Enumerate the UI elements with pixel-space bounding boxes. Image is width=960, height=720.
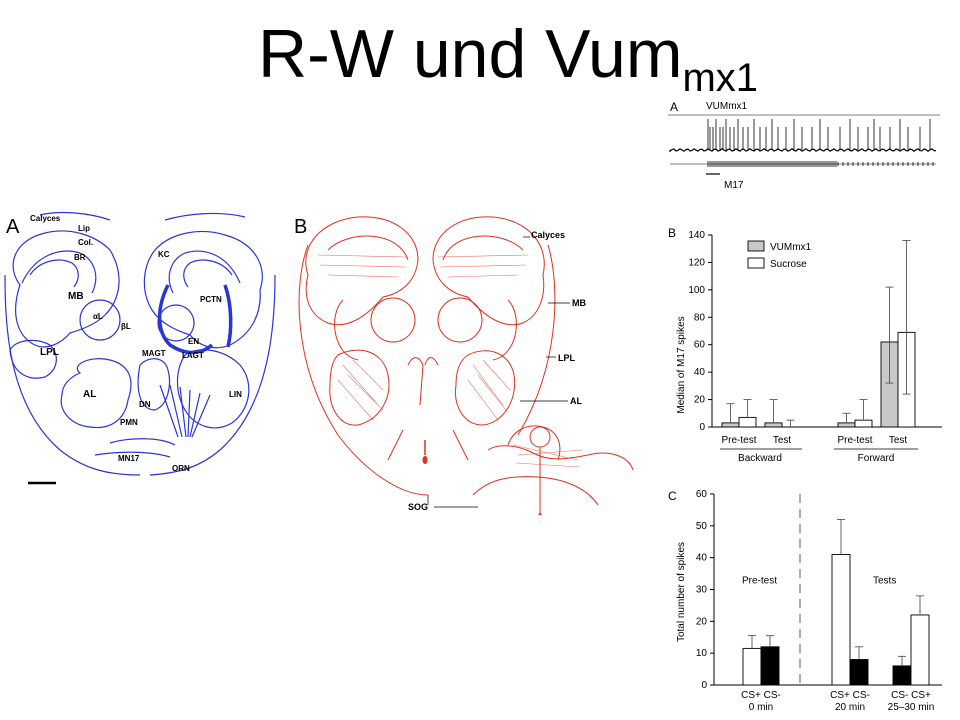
trace-neuron-label: VUMmx1 [706, 101, 748, 112]
brain-a-label-mn17: MN17 [118, 454, 140, 463]
title-main: R-W und Vum [258, 16, 683, 92]
chart-c-y-tick-label: 30 [696, 585, 708, 596]
chart-b-y-tick-label: 100 [688, 285, 705, 296]
brain-a-label-lin: LIN [229, 390, 242, 399]
chart-b-plot: 0 20 40 60 80 100 120 140 Pre-test Test Pre-test Te… [688, 230, 942, 464]
chart-b-category-label: Test [773, 435, 792, 446]
spike-trace-figure: A VUMmx1 M17 [668, 95, 940, 193]
brain-a-label-alpha-l: αL [93, 312, 103, 321]
chart-b: B Median of M17 spikes 0 20 40 60 80 100 120 14… [668, 226, 942, 464]
chart-c-group-sublabel: 25–30 min [888, 702, 935, 713]
chart-c-y-tick-label: 60 [696, 489, 708, 500]
chart-c: C Total number of spikes 0 10 20 30 40 50 60 CS… [668, 489, 942, 713]
brain-a-label-col: Col. [78, 238, 93, 247]
chart-b-legend-label: Sucrose [770, 259, 807, 270]
chart-b-legend-swatch [747, 240, 765, 252]
chart-c-ylabel: Total number of spikes [676, 542, 687, 642]
brain-a-label-kc: KC [158, 250, 170, 259]
chart-c-bar [831, 554, 851, 686]
brain-b-panel-label: B [294, 216, 307, 238]
chart-b-y-tick-label: 0 [699, 422, 705, 433]
chart-b-group-label: Forward [858, 453, 895, 464]
brain-a-label-mb: MB [68, 291, 84, 302]
brain-a-label-orn: ORN [172, 464, 190, 473]
brain-a-label-beta-l: βL [121, 322, 131, 331]
chart-b-legend-label: VUMmx1 [770, 242, 812, 253]
chart-c-y-tick-label: 0 [701, 680, 707, 691]
chart-c-bar [760, 646, 780, 686]
chart-b-category-label: Test [889, 435, 908, 446]
vummx1-trace [669, 119, 937, 167]
chart-b-y-tick-label: 40 [694, 367, 706, 378]
chart-b-ylabel: Median of M17 spikes [676, 316, 687, 413]
brain-b-label-al: AL [570, 396, 582, 406]
title-subscript: mx1 [682, 56, 759, 100]
chart-c-group-label: CS+ CS- [830, 690, 870, 701]
brain-a-label-lip: Lip [78, 224, 90, 233]
chart-b-y-tick-label: 120 [688, 257, 705, 268]
slide-title: R-W und Vummx1 [258, 14, 758, 118]
chart-b-category-label: Pre-test [721, 435, 756, 446]
chart-b-y-tick-label: 80 [694, 312, 706, 323]
brain-a-label-lagt: LAGT [182, 351, 204, 360]
chart-c-group-sublabel: 20 min [835, 702, 865, 713]
chart-c-group-sublabel: 0 min [749, 702, 773, 713]
chart-c-bar [910, 614, 930, 686]
brain-a-label-lpl: LPL [40, 347, 59, 358]
chart-b-category-label: Pre-test [837, 435, 872, 446]
chart-b-y-tick-label: 140 [688, 230, 705, 241]
chart-c-group-label: CS- CS+ [891, 690, 931, 701]
chart-b-legend-swatch [747, 257, 765, 269]
chart-b-bar [854, 419, 873, 428]
chart-b-y-tick-label: 20 [694, 395, 706, 406]
brain-b-label-lpl: LPL [558, 353, 576, 363]
chart-c-group-label: CS+ CS- [741, 690, 781, 701]
chart-b-bar [721, 422, 740, 428]
brain-b-label-sog: SOG [408, 502, 428, 512]
chart-b-y-tick-label: 60 [694, 340, 706, 351]
chart-b-bar [837, 422, 856, 428]
brain-a-label-pmn: PMN [120, 418, 138, 427]
brain-b-label-calyces: Calyces [531, 230, 565, 240]
chart-c-y-tick-label: 50 [696, 521, 708, 532]
chart-c-y-tick-label: 40 [696, 553, 708, 564]
chart-c-y-tick-label: 10 [696, 648, 708, 659]
brain-a-panel-label: A [6, 216, 20, 238]
chart-c-bar [892, 665, 912, 686]
brain-a-label-br: BR [74, 253, 86, 262]
chart-c-annotation: Tests [873, 576, 896, 587]
chart-c-bar [742, 647, 762, 686]
brain-a-label-calyces: Calyces [30, 214, 61, 223]
chart-b-bar [764, 422, 783, 428]
brain-diagram-a: Calyces Lip Col. BR KC MB PCTN αL βL LPL… [4, 211, 276, 485]
chart-b-bar [738, 416, 757, 428]
trace-baseline [669, 148, 937, 153]
chart-c-panel-label: C [668, 489, 677, 503]
brain-b-label-mb: MB [572, 298, 586, 308]
brain-a-label-dn: DN [139, 400, 151, 409]
chart-c-annotation: Pre-test [742, 576, 777, 587]
brain-a-label-pctn: PCTN [200, 295, 222, 304]
chart-c-y-tick-label: 20 [696, 616, 708, 627]
brain-a-label-al: AL [83, 389, 96, 400]
chart-c-bar [849, 659, 869, 686]
m17-spikes [707, 161, 934, 167]
brain-diagram-b: B Calyces MB LPL AL SOG [294, 216, 634, 515]
brain-a-label-en: EN [188, 337, 199, 346]
chart-b-group-label: Backward [738, 453, 782, 464]
brain-a-label-magt: MAGT [142, 349, 166, 358]
trace-stim-label: M17 [724, 180, 744, 191]
trace-panel-label: A [670, 100, 678, 114]
chart-b-panel-label: B [668, 226, 676, 240]
